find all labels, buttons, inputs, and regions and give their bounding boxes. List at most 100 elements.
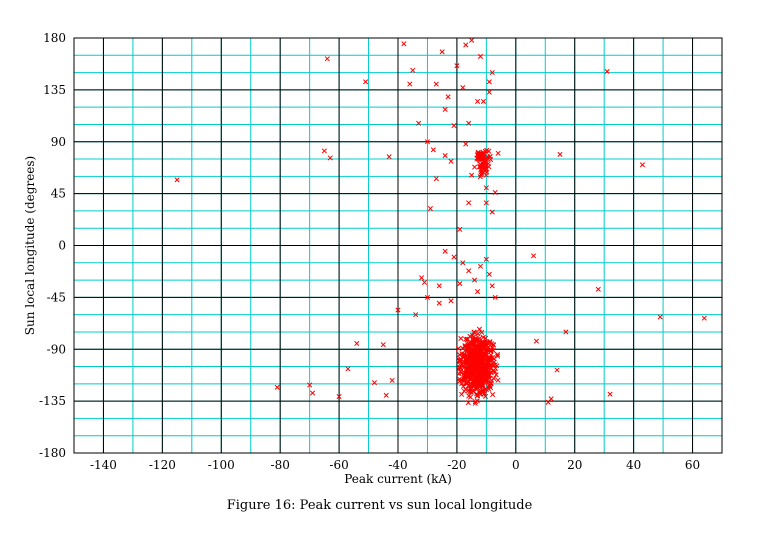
y-tick-label: 45 (51, 187, 66, 201)
data-point (471, 329, 477, 335)
data-point (477, 388, 483, 394)
data-point (487, 380, 493, 386)
data-point (327, 155, 333, 161)
data-point (464, 378, 471, 384)
data-point (430, 147, 436, 153)
data-point (470, 388, 476, 395)
grid-lines (73, 37, 723, 454)
data-point (480, 376, 486, 382)
data-point (492, 369, 498, 375)
data-point (487, 153, 493, 159)
data-point (383, 392, 389, 398)
y-tick-label: -90 (47, 342, 66, 356)
data-point (458, 335, 464, 341)
data-point (530, 253, 537, 259)
y-tick-label: -180 (39, 446, 66, 460)
data-point (363, 79, 369, 85)
data-point (463, 387, 469, 393)
data-point (483, 376, 489, 383)
data-point (492, 362, 498, 368)
data-point (463, 358, 469, 364)
data-point (427, 206, 433, 212)
data-point (460, 345, 466, 351)
data-point (491, 376, 497, 382)
data-point (433, 81, 439, 87)
x-tick-label: -140 (90, 458, 117, 472)
x-tick-label: -60 (329, 458, 348, 472)
data-point (274, 384, 280, 390)
data-point (533, 338, 539, 344)
data-point (479, 329, 485, 335)
data-point (448, 298, 454, 304)
data-point (307, 382, 313, 388)
data-point (482, 351, 488, 357)
data-point (490, 391, 496, 398)
data-point (310, 390, 316, 396)
data-point (474, 376, 480, 382)
data-point (433, 176, 439, 182)
data-point (460, 260, 466, 266)
data-point (386, 154, 392, 160)
data-point (460, 363, 466, 369)
data-point (407, 81, 413, 87)
data-point (442, 106, 448, 113)
data-point (486, 89, 492, 95)
data-point (466, 200, 472, 206)
data-point (324, 56, 330, 62)
data-point (424, 139, 431, 145)
data-point (465, 400, 471, 406)
data-point (480, 334, 486, 340)
data-point (481, 388, 487, 394)
data-point (486, 354, 493, 360)
data-point (472, 343, 478, 349)
x-tick-label: -80 (271, 458, 290, 472)
y-axis-label: Sun local longitude (degrees) (23, 156, 37, 335)
data-point (477, 389, 483, 395)
data-point (473, 349, 479, 355)
data-point (477, 349, 483, 355)
data-point (459, 377, 465, 383)
data-point (480, 98, 486, 104)
data-point (436, 283, 442, 289)
data-point (486, 79, 492, 85)
data-point (471, 366, 477, 372)
data-point (401, 41, 407, 47)
y-tick-label: 90 (51, 135, 66, 149)
y-tick-label: -45 (47, 290, 66, 304)
data-point (419, 275, 425, 281)
data-point (595, 286, 601, 292)
data-point (489, 283, 495, 289)
data-point (454, 63, 460, 69)
data-point (466, 356, 472, 362)
x-axis-label: Peak current (kA) (344, 472, 452, 486)
x-tick-label: 20 (567, 458, 582, 472)
data-point (451, 254, 457, 260)
data-point (421, 279, 428, 285)
data-point (459, 391, 465, 397)
data-point (477, 53, 484, 59)
data-point (491, 359, 497, 365)
data-point (463, 336, 469, 342)
data-point (554, 367, 560, 373)
data-point (480, 344, 486, 350)
data-point (483, 256, 489, 262)
x-tick-label: -120 (149, 458, 176, 472)
data-point (486, 271, 492, 277)
data-point (456, 366, 462, 372)
data-point (469, 172, 475, 178)
data-point (494, 351, 501, 358)
data-point (371, 380, 377, 386)
tick-labels: -140 -120 -100 -80 -60 -40 -20 0 20 40 60 180 135 90 4… (39, 31, 700, 472)
data-point (416, 120, 422, 126)
data-point (480, 339, 486, 345)
data-point (639, 162, 646, 168)
data-point (463, 141, 469, 147)
data-point (468, 351, 474, 357)
data-point (481, 364, 488, 370)
data-point (448, 158, 454, 164)
data-point (475, 342, 481, 348)
x-tick-label: 60 (685, 458, 700, 472)
data-point (471, 355, 477, 361)
data-point (485, 383, 491, 390)
data-point (380, 342, 386, 348)
